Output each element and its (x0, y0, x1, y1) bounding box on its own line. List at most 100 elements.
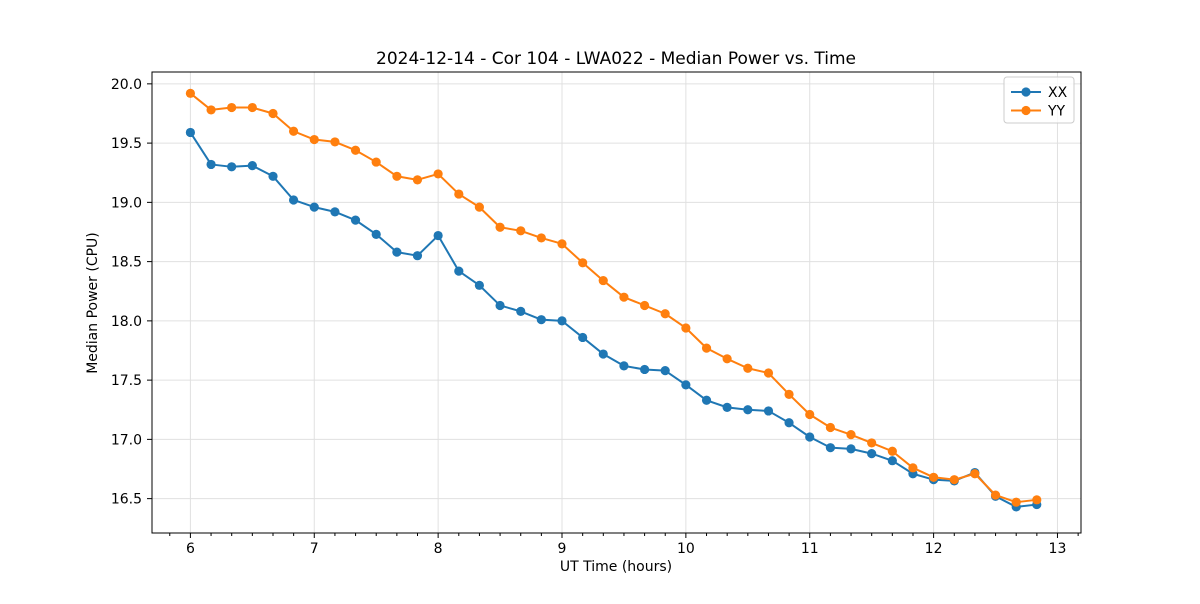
data-point-xx (887, 456, 897, 466)
data-point-xx (763, 406, 774, 416)
grid-layer (152, 72, 1081, 533)
data-point-xx (867, 448, 877, 459)
x-tick-label: 6 (186, 541, 195, 557)
data-point-xx (268, 171, 278, 181)
data-point-xx (330, 207, 340, 217)
data-point-xx (660, 366, 670, 376)
data-point-xx (619, 361, 629, 371)
data-point-yy (660, 309, 670, 319)
data-point-yy (805, 409, 815, 420)
data-point-xx (392, 247, 402, 257)
data-point-yy (474, 202, 484, 212)
data-point-yy (887, 446, 897, 456)
y-axis-label: Median Power (CPU) (85, 232, 101, 374)
data-point-yy (743, 363, 753, 373)
data-point-xx (846, 444, 856, 454)
data-point-yy (825, 422, 836, 433)
data-point-yy (701, 343, 712, 353)
data-point-yy (1011, 497, 1021, 507)
data-point-xx (805, 432, 815, 442)
data-point-yy (350, 145, 361, 155)
data-point-xx (598, 349, 608, 359)
data-point-yy (928, 472, 939, 482)
data-point-xx (474, 280, 484, 290)
data-point-xx (722, 402, 732, 412)
data-point-yy (763, 368, 774, 378)
data-point-yy (454, 189, 464, 199)
data-point-yy (288, 126, 299, 136)
data-point-yy (619, 292, 629, 302)
x-tick-label: 8 (434, 541, 443, 557)
data-point-yy (247, 102, 257, 113)
data-point-xx (433, 230, 443, 241)
data-point-yy (268, 108, 278, 119)
data-point-yy (433, 169, 443, 179)
data-point-yy (536, 233, 546, 243)
x-tick-label: 13 (1049, 541, 1067, 557)
data-point-xx (309, 202, 319, 212)
data-point-xx (371, 229, 381, 239)
legend: XX YY (1003, 76, 1075, 124)
y-tick-label: 17.0 (111, 432, 142, 448)
data-point-yy (846, 430, 856, 440)
data-point-yy (392, 171, 402, 181)
data-point-yy (598, 275, 608, 286)
y-tick-label: 17.5 (111, 373, 142, 389)
data-point-xx (288, 195, 299, 205)
legend-marker (1021, 87, 1031, 97)
data-point-yy (970, 469, 980, 479)
legend-label-yy: YY (1047, 104, 1066, 120)
x-tick-label: 12 (925, 541, 943, 557)
data-point-yy (867, 438, 877, 448)
data-point-yy (784, 389, 794, 399)
data-point-xx (185, 127, 195, 138)
data-point-yy (681, 323, 691, 333)
data-point-yy (309, 134, 319, 145)
data-point-yy (1032, 495, 1042, 505)
data-point-yy (990, 490, 1001, 500)
data-point-yy (227, 102, 237, 113)
data-point-xx (825, 443, 836, 453)
series-layer (185, 88, 1042, 512)
legend-marker (1021, 105, 1031, 116)
y-tick-label: 16.5 (111, 492, 142, 508)
x-tick-label: 10 (677, 541, 695, 557)
y-tick-label: 19.0 (111, 195, 142, 211)
data-point-yy (722, 354, 732, 364)
data-point-xx (640, 364, 650, 375)
data-point-xx (454, 266, 464, 276)
data-point-yy (578, 258, 588, 268)
y-tick-label: 18.0 (111, 314, 142, 330)
x-axis-label: UT Time (hours) (560, 559, 672, 575)
data-point-xx (247, 161, 257, 171)
data-point-xx (701, 395, 712, 405)
tick-layer: 6 7 8 9 10 11 12 13 16.5 17.0 17.5 18.0 18.5 19.0 19.5… (111, 77, 1079, 557)
data-point-xx (516, 306, 526, 316)
data-point-yy (908, 463, 918, 473)
data-point-yy (206, 105, 216, 115)
data-point-xx (227, 162, 237, 172)
legend-label-xx: XX (1048, 85, 1068, 101)
x-tick-label: 11 (801, 541, 819, 557)
data-point-yy (495, 222, 505, 232)
data-point-xx (784, 418, 794, 428)
data-point-xx (681, 380, 691, 390)
data-point-yy (557, 239, 567, 249)
y-tick-label: 18.5 (111, 255, 142, 271)
data-point-xx (536, 315, 546, 325)
data-point-xx (557, 316, 567, 326)
data-point-xx (412, 251, 423, 261)
chart-title: 2024-12-14 - Cor 104 - LWA022 - Median P… (376, 49, 856, 69)
plot-border (151, 71, 1082, 534)
data-point-xx (350, 215, 361, 225)
data-point-xx (743, 405, 753, 415)
x-tick-label: 9 (558, 541, 567, 557)
data-point-yy (516, 226, 526, 236)
data-point-xx (495, 300, 505, 311)
data-point-yy (949, 475, 959, 485)
data-point-yy (330, 137, 340, 147)
y-tick-label: 20.0 (111, 77, 142, 93)
x-tick-label: 7 (310, 541, 319, 557)
